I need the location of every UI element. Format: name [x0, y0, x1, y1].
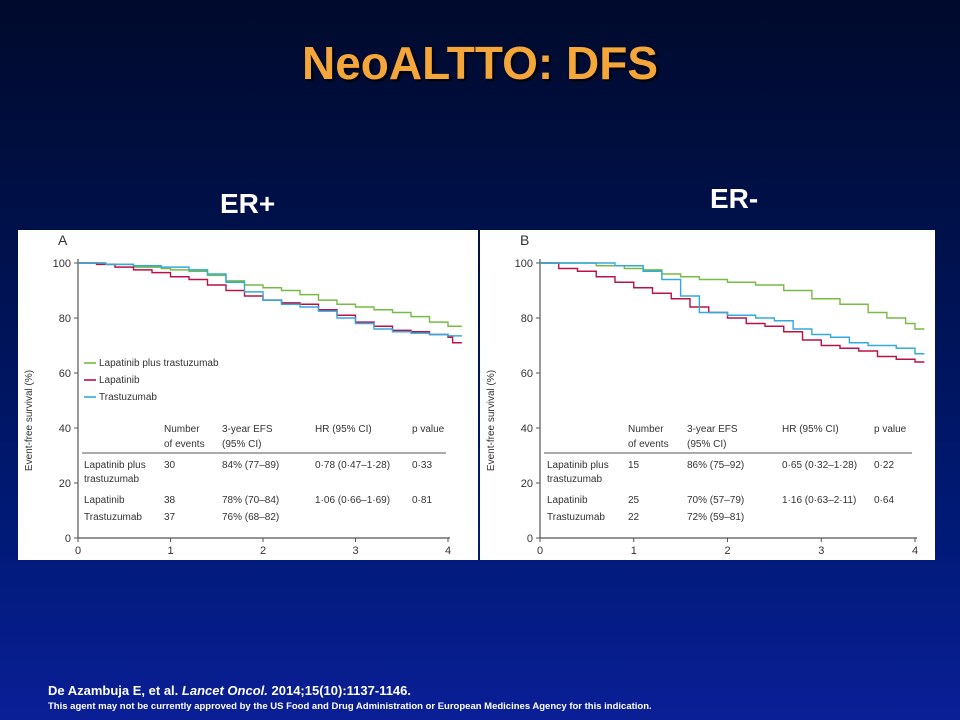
legend-entry: Lapatinib	[99, 375, 140, 386]
y-tick-label: 0	[65, 533, 71, 545]
panel-label: A	[58, 232, 68, 248]
table-efs: 78% (70–84)	[222, 495, 279, 506]
citation-journal: Lancet Oncol.	[181, 683, 268, 698]
table-hr: 1·16 (0·63–2·11)	[782, 495, 856, 506]
legend-entry: Lapatinib plus trastuzumab	[99, 358, 219, 369]
citation: De Azambuja E, et al. Lancet Oncol. 2014…	[48, 683, 411, 698]
table-p-value: 0·81	[412, 495, 432, 506]
table-header: 3-year EFS	[687, 424, 738, 435]
x-tick-label: 3	[352, 545, 358, 557]
table-events: 38	[164, 495, 176, 506]
y-tick-label: 80	[521, 313, 533, 325]
y-axis-label: Event-free survival (%)	[486, 370, 497, 471]
km-chart-er-positive: A Event-free survival (%) 0 20 40 60 80 100 0 1 2 3…	[24, 232, 462, 557]
table-events: 25	[628, 495, 640, 506]
citation-authors: De Azambuja E, et al.	[48, 683, 179, 698]
slide-title: NeoALTTO: DFS	[301, 37, 659, 89]
table-arm-label: Lapatinib	[547, 495, 588, 506]
chart-panel-er-positive: A Event-free survival (%) 0 20 40 60 80 100 0 1 2 3…	[18, 230, 478, 560]
table-arm-label: trastuzumab	[84, 474, 139, 485]
series-line-lapatinib	[78, 262, 462, 344]
x-tick-label: 4	[445, 545, 451, 557]
y-tick-label: 60	[59, 368, 71, 380]
table-efs: 76% (68–82)	[222, 512, 279, 523]
table-events: 37	[164, 512, 176, 523]
y-tick-label: 0	[527, 533, 533, 545]
table-header: of events	[164, 439, 205, 450]
table-events: 15	[628, 460, 640, 471]
table-hr: 0·78 (0·47–1·28)	[315, 460, 390, 471]
chart-panel-er-negative: B Event-free survival (%) 0 20 40 60 80 100 0 1 2 3…	[480, 230, 935, 560]
series-line-trastuzumab	[540, 262, 925, 355]
table-header: (95% CI)	[222, 439, 261, 450]
legend-entry: Trastuzumab	[99, 392, 157, 403]
x-tick-label: 0	[75, 545, 81, 557]
table-header: 3-year EFS	[222, 424, 273, 435]
y-tick-label: 20	[521, 478, 533, 490]
x-tick-label: 0	[537, 545, 543, 557]
table-arm-label: Lapatinib plus	[547, 460, 609, 471]
disclaimer: This agent may not be currently approved…	[48, 701, 652, 712]
citation-details: 2014;15(10):1137-1146.	[271, 683, 412, 698]
table-hr: 1·06 (0·66–1·69)	[315, 495, 390, 506]
y-tick-label: 40	[521, 423, 533, 435]
series-line-lap_tras	[540, 262, 925, 330]
table-header: (95% CI)	[687, 439, 726, 450]
table-efs: 72% (59–81)	[687, 512, 744, 523]
table-header: p value	[412, 424, 445, 435]
table-header: Number	[628, 424, 664, 435]
table-arm-label: Lapatinib	[84, 495, 125, 506]
er-positive-label: ER+	[220, 188, 276, 219]
x-tick-label: 2	[724, 545, 730, 557]
er-negative-label: ER-	[710, 183, 759, 214]
table-header: HR (95% CI)	[782, 424, 839, 435]
x-tick-label: 1	[167, 545, 173, 557]
panel-label: B	[520, 232, 529, 248]
table-header: Number	[164, 424, 200, 435]
series-line-trastuzumab	[78, 262, 462, 337]
y-tick-label: 100	[53, 258, 71, 270]
table-arm-label: Lapatinib plus	[84, 460, 146, 471]
series-line-lap_tras	[78, 262, 462, 327]
y-tick-label: 80	[59, 313, 71, 325]
table-efs: 70% (57–79)	[687, 495, 744, 506]
x-tick-label: 4	[912, 545, 918, 557]
y-tick-label: 20	[59, 478, 71, 490]
y-axis-label: Event-free survival (%)	[24, 370, 35, 471]
table-p-value: 0·22	[874, 460, 894, 471]
table-header: of events	[628, 439, 669, 450]
series-line-lapatinib	[540, 262, 925, 363]
table-events: 22	[628, 512, 640, 523]
table-header: HR (95% CI)	[315, 424, 372, 435]
y-tick-label: 40	[59, 423, 71, 435]
table-events: 30	[164, 460, 176, 471]
table-header: p value	[874, 424, 907, 435]
km-chart-er-negative: B Event-free survival (%) 0 20 40 60 80 100 0 1 2 3…	[486, 232, 925, 557]
table-arm-label: Trastuzumab	[547, 512, 605, 523]
table-arm-label: Trastuzumab	[84, 512, 142, 523]
table-efs: 84% (77–89)	[222, 460, 279, 471]
table-p-value: 0·33	[412, 460, 432, 471]
table-hr: 0·65 (0·32–1·28)	[782, 460, 857, 471]
table-efs: 86% (75–92)	[687, 460, 744, 471]
table-arm-label: trastuzumab	[547, 474, 602, 485]
x-tick-label: 2	[260, 545, 266, 557]
y-tick-label: 100	[515, 258, 533, 270]
table-p-value: 0·64	[874, 495, 894, 506]
x-tick-label: 1	[631, 545, 637, 557]
y-tick-label: 60	[521, 368, 533, 380]
x-tick-label: 3	[818, 545, 824, 557]
